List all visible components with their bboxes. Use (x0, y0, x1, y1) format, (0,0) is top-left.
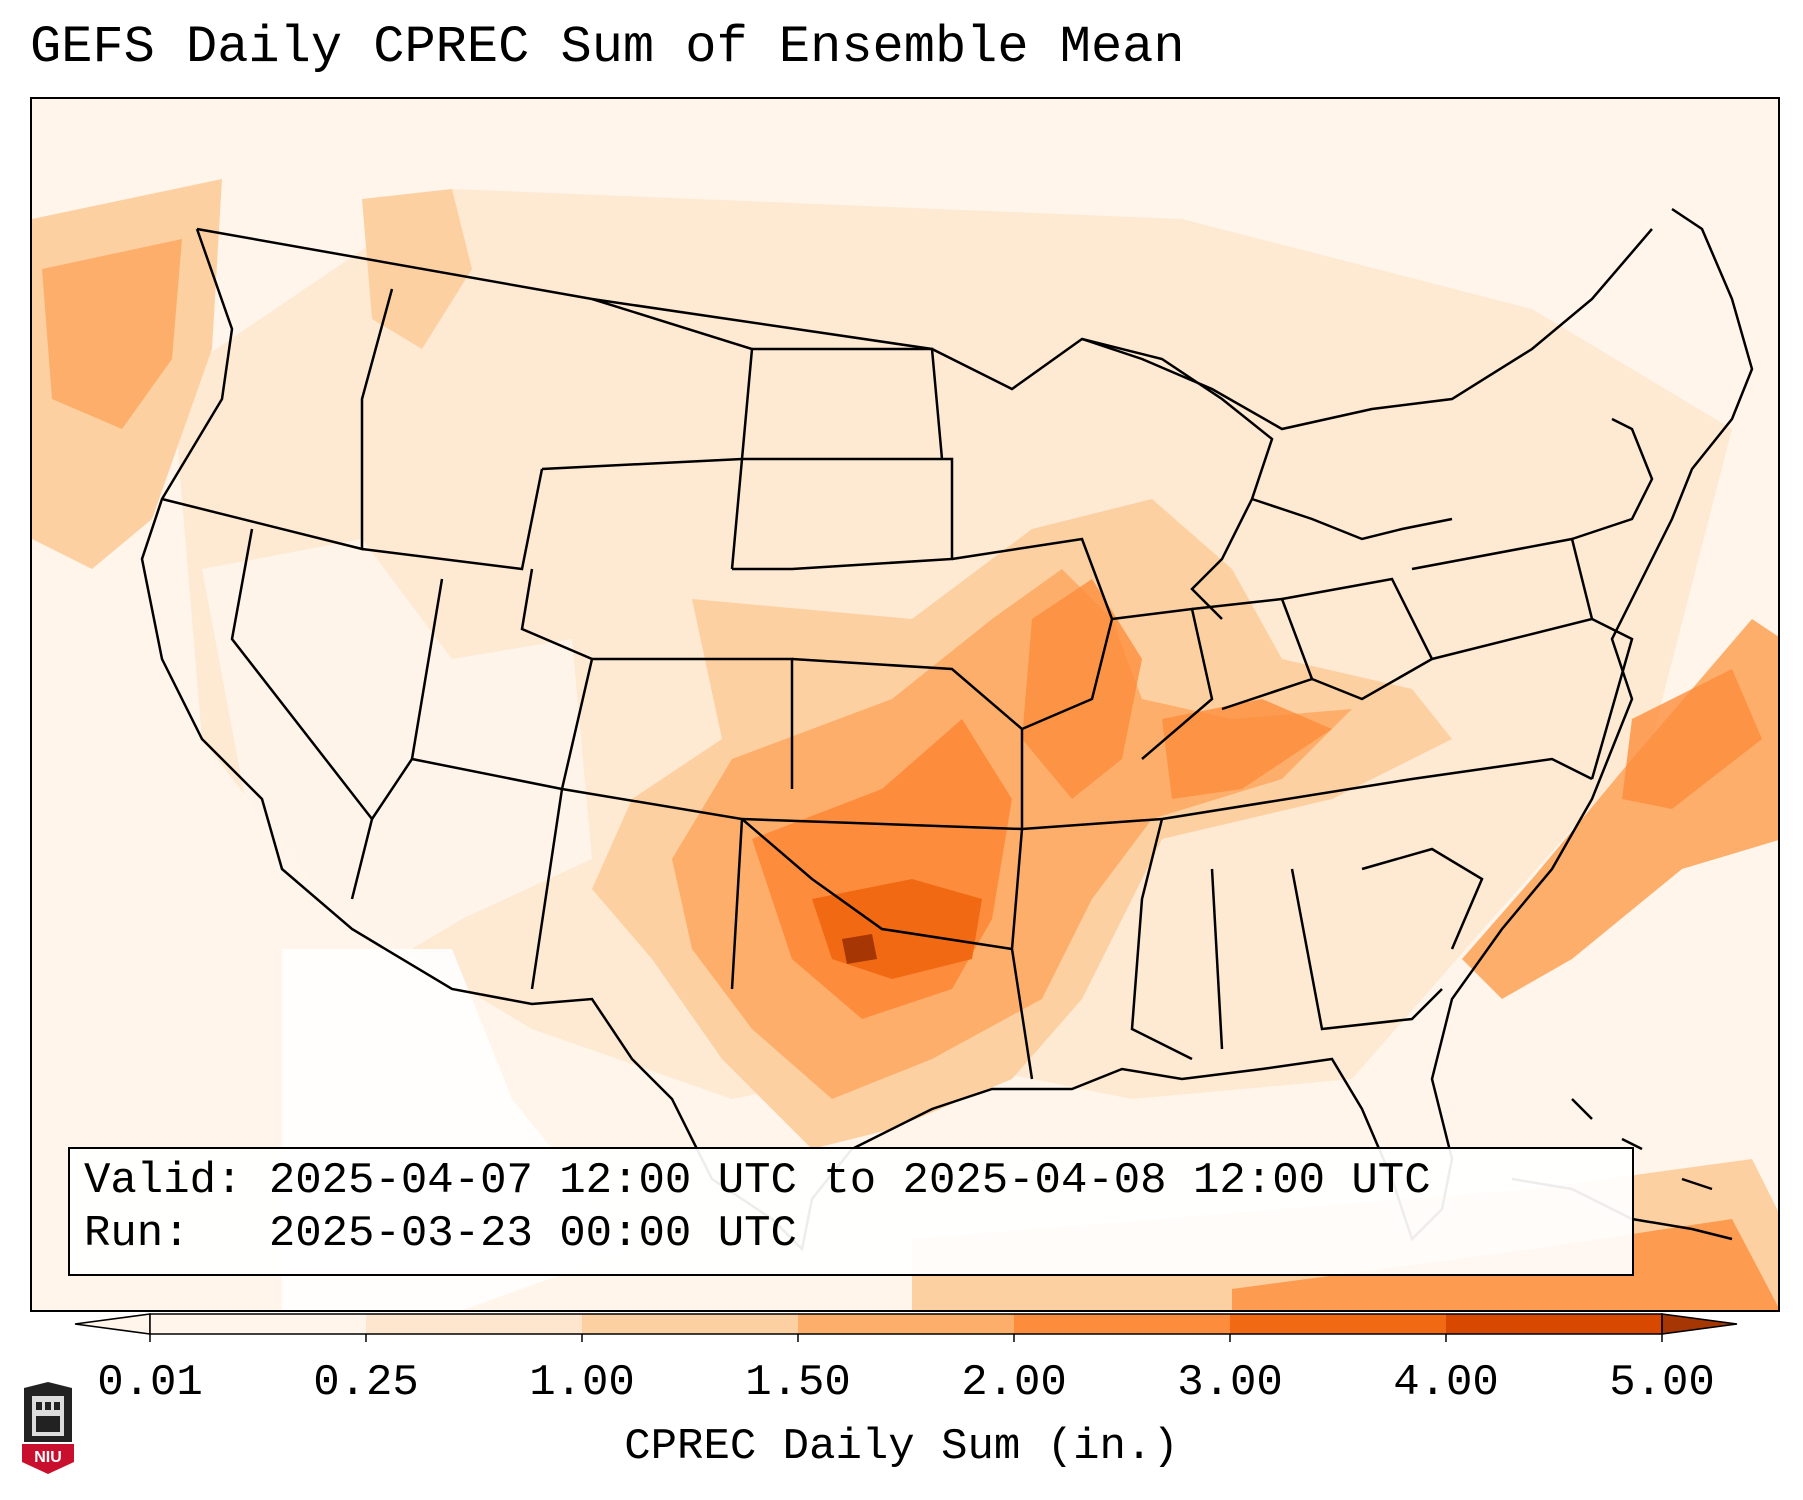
colorbar-outline (149, 1313, 1663, 1335)
colorbar-segment (798, 1314, 1015, 1334)
colorbar-segment (1230, 1314, 1447, 1334)
colorbar-label: CPREC Daily Sum (in.) (624, 1422, 1179, 1472)
colorbar-tick-label: 3.00 (1177, 1358, 1283, 1408)
colorbar-segment (582, 1314, 799, 1334)
colorbar-tick-label: 1.00 (529, 1358, 635, 1408)
colorbar-segment (366, 1314, 583, 1334)
colorbar-tick-label: 5.00 (1609, 1358, 1715, 1408)
logo-text: NIU (34, 1449, 62, 1466)
valid-run-info-box: Valid: 2025-04-07 12:00 UTC to 2025-04-0… (68, 1147, 1634, 1276)
map-canvas (32, 99, 1778, 1310)
colorbar-tick-label: 2.00 (961, 1358, 1067, 1408)
state-borders (140, 207, 1754, 1252)
precipitation-map (30, 97, 1780, 1312)
colorbar-extend-high (1661, 1313, 1738, 1335)
colorbar-segments (74, 1313, 1738, 1342)
colorbar (74, 1313, 1738, 1342)
colorbar-tick-label: 4.00 (1393, 1358, 1499, 1408)
valid-time-line: Valid: 2025-04-07 12:00 UTC to 2025-04-0… (84, 1156, 1431, 1206)
colorbar-segment (1446, 1314, 1663, 1334)
colorbar-extend-low (74, 1313, 151, 1335)
run-time-line: Run: 2025-03-23 00:00 UTC (84, 1209, 797, 1259)
colorbar-tick-label: 0.01 (97, 1358, 203, 1408)
map-title: GEFS Daily CPREC Sum of Ensemble Mean (30, 18, 1185, 77)
precip-shading (32, 99, 1778, 1310)
colorbar-tick-label: 0.25 (313, 1358, 419, 1408)
colorbar-segment (1014, 1314, 1231, 1334)
colorbar-tick-label: 1.50 (745, 1358, 851, 1408)
colorbar-segment (150, 1314, 367, 1334)
niu-logo: NIU (22, 1382, 74, 1474)
